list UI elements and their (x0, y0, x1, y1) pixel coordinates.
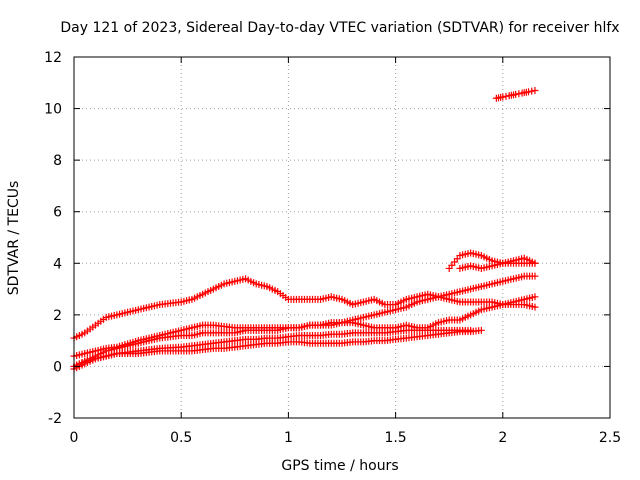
x-axis-label: GPS time / hours (281, 458, 398, 474)
data-point-marker (531, 303, 539, 311)
y-tick-label: 12 (44, 50, 62, 66)
y-tick-label: 6 (53, 205, 62, 221)
data-point-marker (515, 90, 523, 98)
y-axis-label: SDTVAR / TECUs (6, 181, 22, 296)
data-point-marker (528, 87, 536, 95)
series-track5 (70, 326, 485, 373)
data-point-marker (477, 326, 485, 334)
x-tick-label: 2 (498, 430, 507, 446)
x-tick-label: 1.5 (384, 430, 406, 446)
axis-ticks: 0 0.5 1 1.5 2 2.5 -2 0 2 4 6 8 10 12 (44, 50, 621, 446)
y-tick-label: 8 (53, 153, 62, 169)
data-point-marker (531, 259, 539, 267)
y-tick-label: -2 (48, 411, 62, 427)
x-tick-label: 2.5 (599, 430, 621, 446)
x-tick-label: 0 (70, 430, 79, 446)
chart-title: Day 121 of 2023, Sidereal Day-to-day VTE… (60, 20, 619, 36)
x-tick-label: 1 (284, 430, 293, 446)
y-tick-label: 0 (53, 359, 62, 375)
data-point-marker (531, 87, 539, 95)
data-series (70, 87, 539, 373)
grid-lines (74, 57, 610, 418)
data-point-marker (525, 88, 533, 96)
data-point-marker (531, 293, 539, 301)
data-point-marker (512, 90, 520, 98)
x-tick-label: 0.5 (170, 430, 192, 446)
data-point-marker (502, 92, 510, 100)
data-point-marker (499, 93, 507, 101)
series-track7 (456, 259, 539, 272)
y-tick-label: 2 (53, 308, 62, 324)
data-point-marker (531, 272, 539, 280)
y-tick-label: 4 (53, 256, 62, 272)
plot-frame (73, 56, 611, 419)
y-tick-label: 10 (44, 102, 62, 118)
series-track8 (492, 87, 539, 102)
